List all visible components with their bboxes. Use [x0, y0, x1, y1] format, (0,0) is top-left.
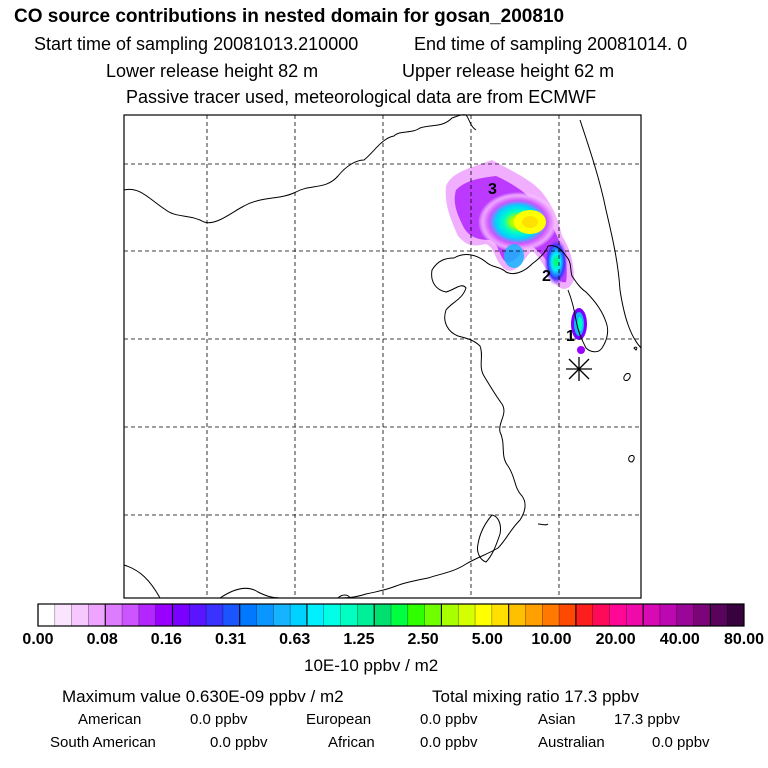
- chart-title: CO source contributions in nested domain…: [14, 6, 565, 27]
- lower-height-label: Lower release height 82 m: [106, 61, 319, 81]
- colorbar-swatch: [155, 604, 173, 626]
- colorbar-swatch: [508, 604, 526, 626]
- colorbar-swatch: [727, 604, 745, 626]
- colorbar-tick-label: 1.25: [343, 631, 375, 648]
- colorbar-tick-label: 5.00: [471, 631, 503, 648]
- colorbar-swatch: [340, 604, 358, 626]
- region-name: South American: [50, 734, 156, 751]
- colorbar-swatch: [357, 604, 375, 626]
- colorbar-swatch: [542, 604, 560, 626]
- colorbar-swatch: [71, 604, 89, 626]
- colorbar-swatch: [575, 604, 594, 626]
- colorbar-swatch: [659, 604, 678, 626]
- colorbar-swatch: [88, 604, 106, 626]
- colorbar-swatch: [391, 604, 409, 626]
- colorbar-swatch: [273, 604, 291, 626]
- colorbar-swatch: [172, 604, 190, 626]
- colorbar-tick-label: 20.00: [595, 631, 636, 648]
- colorbar-swatch: [105, 604, 123, 626]
- colorbar-tick-label: 80.00: [723, 631, 765, 648]
- upper-height-label: Upper release height 62 m: [402, 61, 615, 81]
- region-value: 0.0 ppbv: [420, 711, 478, 728]
- colorbar-swatch: [407, 604, 426, 626]
- start-time-label: Start time of sampling 20081013.210000: [34, 34, 359, 54]
- end-time-label: End time of sampling 20081014. 0: [414, 34, 688, 54]
- region-name: African: [328, 734, 375, 751]
- colorbar-tick-label: 2.50: [407, 631, 439, 648]
- colorbar-swatch: [239, 604, 257, 626]
- colorbar-swatch: [643, 604, 661, 626]
- colorbar-tick-label: 0.63: [279, 631, 311, 648]
- trajectory-label-1: 1: [566, 328, 575, 345]
- colorbar-unit: 10E-10 ppbv / m2: [304, 656, 439, 675]
- colorbar-swatch: [441, 604, 459, 626]
- colorbar-swatch: [710, 604, 728, 626]
- colorbar-swatch: [122, 604, 140, 626]
- region-name: American: [78, 711, 142, 728]
- maximum-value: Maximum value 0.630E-09 ppbv / m2: [62, 687, 344, 706]
- region-value: 17.3 ppbv: [614, 711, 680, 728]
- colorbar-swatch: [676, 604, 694, 626]
- colorbar-swatch: [626, 604, 644, 626]
- receptor-star-icon: [566, 357, 592, 381]
- colorbar-swatch: [475, 604, 493, 626]
- colorbar-tick-label: 0.16: [150, 631, 182, 648]
- region-name: European: [306, 711, 372, 728]
- colorbar-swatch: [222, 604, 241, 626]
- colorbar-swatch: [525, 604, 543, 626]
- trajectory-label-2: 2: [542, 268, 551, 285]
- trajectory-label-3: 3: [488, 181, 497, 198]
- region-name: Australian: [538, 734, 605, 751]
- colorbar-swatch: [290, 604, 308, 626]
- lat-lon-grid: [124, 115, 641, 598]
- region-value: 0.0 ppbv: [210, 734, 268, 751]
- colorbar-swatch: [306, 604, 325, 626]
- colorbar-tick-label: 0.08: [86, 631, 118, 648]
- concentration-plume: [445, 160, 587, 354]
- coastlines: [123, 114, 642, 599]
- region-value: 0.0 ppbv: [420, 734, 478, 751]
- colorbar-swatch: [138, 604, 157, 626]
- colorbar-tick-label: 0.00: [22, 631, 54, 648]
- map-frame: [123, 114, 642, 599]
- colorbar-swatch: [458, 604, 476, 626]
- colorbar: [37, 604, 745, 626]
- colorbar-frame: [37, 603, 745, 627]
- colorbar-tick-label: 40.00: [659, 631, 700, 648]
- colorbar-swatch: [424, 604, 442, 626]
- colorbar-tick-label: 0.31: [214, 631, 247, 648]
- colorbar-swatch: [206, 604, 224, 626]
- colorbar-swatch: [374, 604, 392, 626]
- tracer-note: Passive tracer used, meteorological data…: [126, 87, 597, 107]
- region-name: Asian: [538, 711, 576, 728]
- region-value: 0.0 ppbv: [652, 734, 710, 751]
- total-mixing-ratio: Total mixing ratio 17.3 ppbv: [432, 687, 639, 706]
- colorbar-swatch: [189, 604, 207, 626]
- colorbar-swatch: [592, 604, 610, 626]
- region-value: 0.0 ppbv: [190, 711, 248, 728]
- colorbar-swatch: [256, 604, 274, 626]
- colorbar-swatch: [491, 604, 510, 626]
- colorbar-swatch: [693, 604, 711, 626]
- colorbar-tick-label: 10.00: [531, 631, 572, 648]
- colorbar-swatch: [323, 604, 341, 626]
- colorbar-swatch: [38, 604, 56, 626]
- colorbar-swatch: [54, 604, 73, 626]
- colorbar-swatch: [559, 604, 577, 626]
- colorbar-swatch: [609, 604, 627, 626]
